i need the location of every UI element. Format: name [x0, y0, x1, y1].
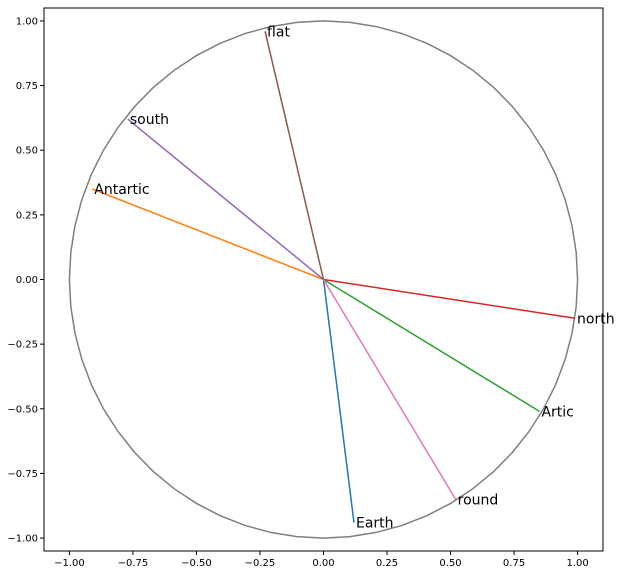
vector-line-flat [264, 31, 325, 280]
y-tick-label: 0.00 [16, 275, 38, 286]
x-tick-label: −1.00 [54, 558, 85, 569]
y-tick-label: 0.50 [16, 146, 38, 157]
vector-line-antartic [92, 188, 324, 281]
vector-label-earth: Earth [356, 516, 394, 532]
x-tick-label: 0.75 [503, 558, 525, 569]
y-tick-label: −1.00 [7, 534, 38, 545]
y-tick-label: 1.00 [16, 16, 38, 27]
vector-line-earth [322, 279, 355, 523]
x-tick-label: −0.75 [118, 558, 149, 569]
y-tick-label: −0.50 [7, 404, 38, 415]
vector-label-round: round [458, 492, 499, 508]
x-tick-label: 0.50 [439, 558, 461, 569]
y-tick-label: 0.25 [16, 210, 38, 221]
vector-line-south [127, 118, 324, 281]
vector-line-north [323, 278, 576, 320]
vector-label-flat: flat [267, 24, 290, 40]
x-axis: −1.00 −0.75 −0.50 −0.25 0.00 0.25 0.50 0.75 1.00 [54, 551, 589, 569]
y-tick-label: −0.75 [7, 469, 38, 480]
x-tick-label: 0.25 [376, 558, 398, 569]
vector-label-south: south [130, 112, 169, 128]
unit-circle [68, 20, 579, 539]
vector-label-artic: Artic [541, 404, 573, 420]
y-axis: −1.00 −0.75 −0.50 −0.25 0.00 0.25 0.50 0.75 1.00 [7, 16, 44, 545]
plot-area: Earth Antartic Artic north south flat round [68, 20, 615, 539]
vector-line-artic [323, 278, 540, 413]
y-tick-label: 0.75 [16, 81, 38, 92]
x-tick-label: 1.00 [566, 558, 588, 569]
vector-label-antartic: Antartic [94, 182, 149, 198]
x-tick-label: −0.25 [245, 558, 276, 569]
vector-label-north: north [577, 311, 615, 327]
y-tick-label: −0.25 [7, 340, 38, 351]
x-tick-label: −0.50 [181, 558, 212, 569]
x-tick-label: 0.00 [312, 558, 334, 569]
vector-line-round [322, 279, 457, 500]
axes-frame [43, 7, 604, 552]
